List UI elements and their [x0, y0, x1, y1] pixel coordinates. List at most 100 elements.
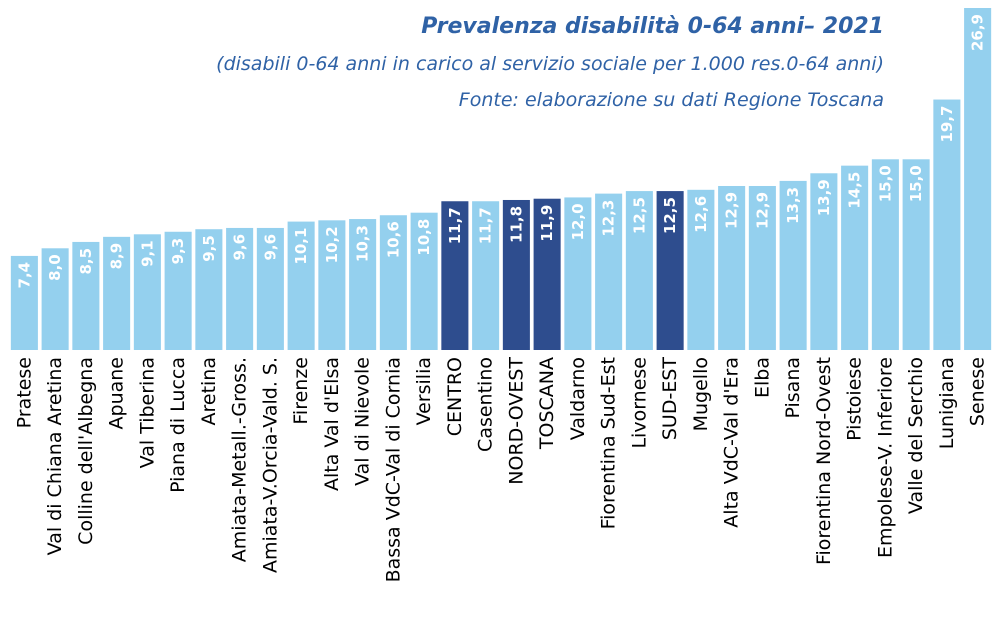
value-label: 11,7	[446, 207, 464, 244]
bar	[502, 199, 530, 350]
bar	[472, 201, 500, 350]
value-label: 12,0	[569, 203, 587, 240]
value-label: 9,6	[261, 234, 279, 261]
value-label: 15,0	[907, 165, 925, 202]
bar	[72, 241, 100, 350]
bar	[533, 198, 561, 350]
value-label: 8,9	[108, 243, 126, 270]
x-tick-label: Fiorentina Nord-Ovest	[813, 357, 835, 565]
x-tick-label: Versilia	[413, 357, 435, 425]
x-tick-label: Amiata-Metall.-Gross.	[229, 357, 251, 562]
x-tick-label: Firenze	[290, 357, 312, 425]
bar	[625, 191, 653, 350]
x-tick-label: Pisana	[782, 357, 804, 419]
value-label: 12,9	[753, 192, 771, 229]
value-label: 9,1	[138, 240, 156, 267]
x-tick-label: Lunigiana	[936, 357, 958, 449]
value-label: 10,8	[415, 219, 433, 256]
value-label: 9,5	[200, 235, 218, 262]
bar	[718, 185, 746, 350]
bar	[10, 255, 38, 350]
bar	[902, 159, 930, 350]
chart-source: Fonte: elaborazione su dati Regione Tosc…	[459, 89, 884, 111]
bar	[564, 197, 592, 350]
x-tick-label: TOSCANA	[536, 357, 558, 450]
x-tick-label: CENTRO	[444, 357, 466, 436]
bar	[41, 248, 69, 350]
bar	[410, 212, 438, 350]
x-tick-label: Aretina	[198, 357, 220, 426]
bar	[287, 221, 315, 350]
bar	[687, 189, 715, 350]
x-tick-label: Casentino	[475, 357, 497, 452]
value-label: 8,0	[46, 254, 64, 281]
x-tick-label: Alta VdC-Val d'Era	[721, 357, 743, 528]
bar	[779, 180, 807, 350]
value-label: 12,5	[630, 197, 648, 234]
bar	[748, 185, 776, 350]
bar	[595, 193, 623, 350]
value-label: 12,6	[692, 196, 710, 233]
x-tick-label: Senese	[967, 357, 989, 426]
x-tick-label: Valdarno	[567, 357, 589, 440]
bar	[964, 8, 992, 350]
x-tick-label: Val di Nievole	[352, 357, 374, 486]
chart-subtitle: (disabili 0-64 anni in carico al servizi…	[216, 53, 884, 75]
value-label: 8,5	[77, 248, 95, 275]
value-label: 15,0	[876, 165, 894, 202]
x-tick-label: Colline dell'Albegna	[75, 357, 97, 545]
bar	[871, 159, 899, 350]
value-label: 12,5	[661, 197, 679, 234]
x-tick-label: Alta Val d'Elsa	[321, 357, 343, 491]
value-label: 9,3	[169, 238, 187, 265]
x-tick-label: Pratese	[13, 357, 35, 428]
x-tick-label: Val Tiberina	[136, 357, 158, 468]
bar	[133, 234, 161, 350]
bar	[841, 165, 869, 350]
value-label: 10,1	[292, 228, 310, 265]
value-label: 9,6	[231, 234, 249, 261]
bar	[318, 220, 346, 350]
x-tick-label: Livornese	[628, 357, 650, 449]
x-tick-label: Empolese-V. Inferiore	[874, 357, 896, 558]
value-label: 14,5	[846, 172, 864, 209]
bar	[441, 201, 469, 350]
x-tick-label: Apuane	[106, 357, 128, 429]
value-label: 12,9	[723, 192, 741, 229]
value-label: 26,9	[969, 14, 987, 51]
x-tick-label: NORD-OVEST	[505, 357, 527, 485]
bar	[379, 215, 407, 350]
bar	[164, 231, 192, 350]
x-tick-label: Mugello	[690, 357, 712, 431]
x-tick-label: Amiata-V.Orcia-Vald. S.	[259, 357, 281, 573]
x-tick-label: SUD-EST	[659, 357, 681, 441]
bar	[195, 229, 223, 350]
value-label: 10,3	[354, 225, 372, 262]
bar	[226, 227, 254, 350]
bar	[256, 227, 284, 350]
bar	[103, 236, 131, 350]
value-label: 10,2	[323, 226, 341, 263]
x-tick-label: Valle del Serchio	[905, 357, 927, 514]
x-tick-label: Piana di Lucca	[167, 357, 189, 493]
bar	[656, 191, 684, 350]
bar	[810, 173, 838, 350]
value-label: 11,8	[507, 206, 525, 243]
value-label: 19,7	[938, 106, 956, 143]
x-tick-label: Fiorentina Sud-Est	[598, 357, 620, 529]
value-label: 13,9	[815, 179, 833, 216]
bar	[349, 219, 377, 350]
value-label: 11,9	[538, 205, 556, 242]
value-label: 13,3	[784, 187, 802, 224]
value-label: 10,6	[384, 221, 402, 258]
value-label: 7,4	[15, 262, 33, 289]
value-label: 12,3	[600, 200, 618, 237]
x-tick-label: Elba	[751, 357, 773, 398]
x-tick-label: Bassa VdC-Val di Cornia	[382, 357, 404, 582]
value-label: 11,7	[477, 207, 495, 244]
bar	[933, 99, 961, 350]
x-tick-label: Val di Chiana Aretina	[44, 357, 66, 555]
x-tick-label: Pistoiese	[844, 357, 866, 441]
chart-title: Prevalenza disabilità 0-64 anni– 2021	[421, 14, 884, 39]
